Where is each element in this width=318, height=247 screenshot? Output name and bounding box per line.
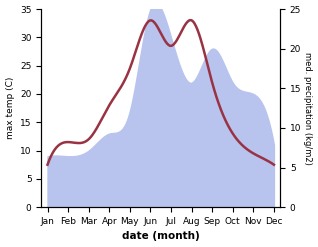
Y-axis label: max temp (C): max temp (C) xyxy=(5,77,15,139)
X-axis label: date (month): date (month) xyxy=(122,231,200,242)
Y-axis label: med. precipitation (kg/m2): med. precipitation (kg/m2) xyxy=(303,52,313,165)
